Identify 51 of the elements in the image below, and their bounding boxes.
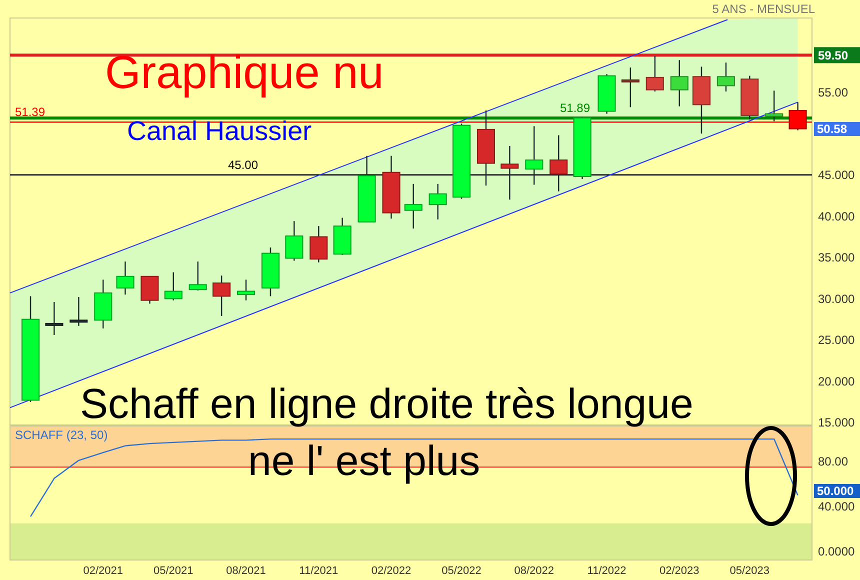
y-tick-label: 40.000: [818, 209, 856, 224]
y-tick-label: 35.000: [818, 250, 856, 265]
candlestick: [140, 276, 159, 304]
candlestick: [212, 274, 231, 317]
ref-line-label: 51.89: [560, 100, 590, 115]
ref-line-label: 51.39: [15, 105, 46, 120]
y-tick-label: 15.000: [818, 416, 856, 430]
x-tick-label: 02/2021: [83, 565, 124, 577]
candlestick: [525, 126, 544, 186]
x-tick-label: 02/2023: [660, 565, 700, 577]
x-tick-label: 05/2022: [442, 565, 482, 577]
series-label: SCHAFF (23, 50): [15, 428, 108, 442]
candlestick: [621, 66, 640, 108]
y-tick-label: 20.000: [818, 374, 856, 388]
candlestick: [550, 134, 568, 192]
candlestick: [428, 183, 447, 220]
annotation: Graphique nu: [105, 46, 384, 98]
x-tick-label: 02/2022: [371, 565, 412, 577]
x-tick-label: 05/2023: [730, 565, 770, 577]
y-tick-label: 25.000: [818, 333, 856, 348]
ref-line-label: 45.00: [228, 158, 258, 172]
candlestick: [716, 62, 735, 92]
x-tick-label: 08/2022: [514, 565, 554, 577]
y-tick-label: 30.000: [818, 292, 856, 306]
candlestick: [164, 272, 182, 301]
y-tick-label: 80.00: [818, 454, 848, 469]
text: 50.000: [817, 484, 854, 498]
y-tick-label: 0.0000: [818, 544, 856, 559]
ref-line-label: 59.50: [818, 48, 848, 62]
text: 50.58: [817, 122, 848, 136]
y-tick-label: 55.00: [818, 86, 848, 100]
candlestick: [70, 296, 88, 327]
y-tick-label: 45.000: [818, 168, 856, 182]
annotation: Canal Haussier: [127, 116, 312, 146]
y-tick-label: 40.000: [818, 500, 856, 514]
candlestick: [45, 301, 64, 336]
candlestick: [188, 260, 207, 292]
candlestick: [116, 260, 134, 296]
candlestick: [236, 279, 256, 301]
candlestick: [404, 183, 422, 230]
candlestick: [646, 55, 664, 92]
x-tick-label: 08/2021: [226, 565, 266, 577]
x-tick-label: 11/2022: [587, 565, 626, 577]
x-tick-label: 05/2021: [154, 565, 194, 577]
x-tick-label: 11/2021: [299, 565, 338, 577]
candlestick: [500, 145, 519, 200]
chart-subtitle: 5 ANS - MENSUEL: [712, 2, 816, 16]
annotation: Schaff en ligne droite très longue: [80, 380, 694, 427]
candlestick: [285, 220, 304, 262]
candlestick: [310, 225, 328, 263]
candlestick: [670, 60, 688, 107]
